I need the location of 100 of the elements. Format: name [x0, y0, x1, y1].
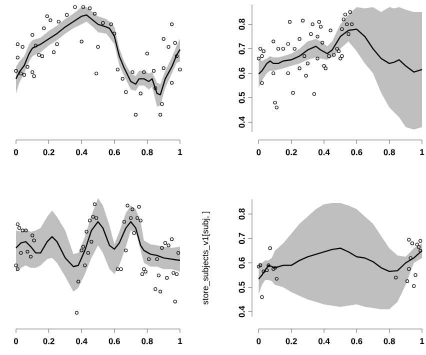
point — [147, 257, 151, 261]
point — [16, 267, 20, 271]
point — [144, 270, 148, 274]
point — [142, 267, 146, 271]
point — [170, 22, 174, 26]
x-tick-label: 1 — [178, 149, 182, 156]
point — [142, 70, 146, 74]
point — [281, 46, 285, 51]
point — [291, 91, 295, 95]
point — [124, 248, 128, 252]
point — [324, 66, 328, 70]
x-tick-label: 0.2 — [286, 149, 297, 156]
point — [348, 10, 352, 14]
point — [45, 14, 49, 18]
point — [302, 54, 306, 58]
point — [32, 238, 36, 242]
point — [178, 68, 182, 72]
y-tick-label: 0.8 — [238, 18, 245, 30]
point — [343, 12, 348, 16]
point — [22, 73, 26, 77]
point — [94, 72, 98, 76]
point — [155, 257, 159, 261]
point — [328, 28, 332, 32]
point — [34, 44, 38, 48]
x-tick-label: 0.8 — [384, 149, 395, 156]
point — [154, 86, 158, 90]
point — [16, 56, 20, 60]
point — [345, 22, 349, 26]
point — [174, 54, 179, 58]
point — [138, 92, 142, 96]
point — [83, 264, 87, 268]
x-tick-label: 0.8 — [384, 338, 395, 344]
point — [272, 40, 276, 44]
point — [30, 234, 34, 238]
point — [415, 242, 419, 246]
point — [129, 216, 133, 220]
point — [80, 248, 84, 252]
point — [109, 22, 113, 26]
point — [260, 54, 264, 58]
point — [86, 251, 90, 255]
point — [317, 20, 321, 24]
point — [346, 32, 350, 36]
point — [176, 251, 180, 255]
point — [312, 92, 316, 96]
point — [30, 70, 34, 74]
point — [138, 218, 142, 222]
point — [408, 256, 412, 260]
point — [298, 37, 302, 41]
point — [28, 254, 33, 258]
point — [119, 267, 123, 271]
point — [92, 12, 97, 16]
point — [74, 310, 78, 315]
point — [327, 54, 331, 58]
point — [322, 64, 326, 68]
point — [160, 102, 164, 106]
point — [26, 250, 30, 254]
point — [94, 216, 98, 220]
point — [156, 274, 160, 278]
point — [116, 68, 120, 72]
point — [158, 290, 162, 294]
point — [406, 279, 410, 283]
x-tick-label: 0.6 — [351, 149, 362, 156]
point — [48, 18, 52, 22]
point — [336, 49, 341, 54]
point — [88, 6, 92, 10]
point — [92, 202, 97, 206]
point — [132, 231, 136, 235]
point — [174, 272, 179, 276]
point — [298, 66, 302, 70]
point — [338, 56, 342, 60]
x-tick-label: 1 — [420, 149, 424, 156]
point — [320, 40, 324, 44]
point — [268, 246, 272, 250]
point — [24, 228, 28, 232]
point — [154, 287, 158, 291]
point — [136, 216, 140, 220]
point — [260, 81, 264, 85]
point — [158, 112, 162, 117]
x-tick-label: 0.4 — [318, 149, 330, 156]
x-tick-label: 0.2 — [43, 149, 54, 156]
point — [55, 42, 59, 46]
point — [260, 295, 264, 299]
x-tick-label: 0 — [256, 338, 261, 344]
point — [124, 90, 128, 94]
point — [288, 20, 292, 24]
point — [342, 18, 346, 22]
x-tick-label: 0 — [256, 149, 261, 156]
point — [272, 267, 276, 271]
point — [173, 41, 177, 45]
point — [273, 266, 277, 270]
point — [163, 241, 168, 245]
point — [166, 45, 170, 49]
y-tick-label: 0.8 — [238, 208, 245, 220]
y-axis-title: store_subjects_v1[subj, ] — [202, 212, 210, 305]
point — [160, 246, 164, 250]
point — [309, 32, 313, 36]
point — [20, 45, 24, 49]
point — [173, 300, 177, 304]
point — [162, 66, 166, 70]
point — [265, 268, 269, 272]
